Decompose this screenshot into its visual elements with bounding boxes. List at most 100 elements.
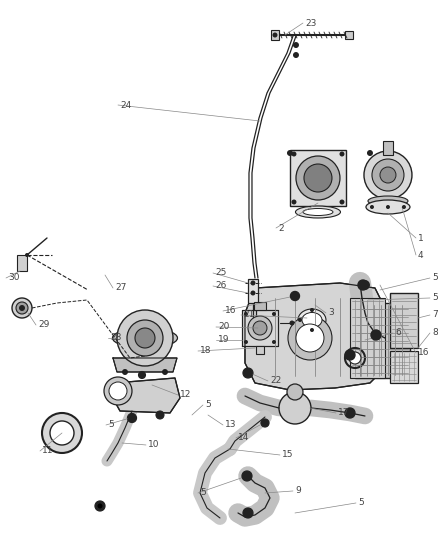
Text: 1: 1: [418, 233, 424, 243]
Text: 19: 19: [218, 335, 230, 344]
Ellipse shape: [368, 196, 408, 206]
Circle shape: [358, 280, 368, 290]
Text: 5: 5: [432, 294, 438, 303]
Circle shape: [293, 42, 299, 48]
Circle shape: [272, 312, 276, 316]
Circle shape: [50, 421, 74, 445]
Circle shape: [156, 411, 164, 419]
Circle shape: [287, 384, 303, 400]
Circle shape: [386, 205, 390, 209]
Circle shape: [290, 320, 294, 326]
Bar: [390, 351, 418, 383]
Polygon shape: [113, 358, 177, 372]
Bar: [17, 255, 27, 271]
Circle shape: [304, 164, 332, 192]
Text: 29: 29: [38, 320, 49, 329]
Text: 5: 5: [358, 498, 364, 507]
Circle shape: [251, 290, 255, 295]
Circle shape: [293, 52, 299, 58]
Text: 5: 5: [205, 400, 211, 409]
Circle shape: [244, 312, 248, 316]
Circle shape: [291, 151, 297, 157]
Circle shape: [42, 413, 82, 453]
Text: 9: 9: [295, 487, 301, 496]
Text: 27: 27: [115, 284, 127, 293]
Text: 20: 20: [218, 322, 230, 332]
Circle shape: [402, 205, 406, 209]
Ellipse shape: [366, 200, 410, 214]
Circle shape: [95, 501, 105, 511]
Circle shape: [296, 324, 324, 352]
Circle shape: [261, 419, 269, 427]
Text: 15: 15: [282, 450, 293, 459]
Ellipse shape: [303, 208, 333, 215]
Circle shape: [364, 151, 412, 199]
Text: 16: 16: [225, 306, 237, 316]
Circle shape: [380, 167, 396, 183]
Text: 5: 5: [200, 488, 206, 497]
Circle shape: [253, 321, 267, 335]
Circle shape: [310, 308, 314, 312]
Circle shape: [287, 150, 293, 156]
Polygon shape: [110, 378, 180, 413]
Text: 25: 25: [215, 269, 226, 278]
Circle shape: [339, 199, 344, 205]
Circle shape: [243, 508, 253, 518]
Circle shape: [272, 33, 278, 37]
Bar: [290, 150, 346, 206]
Text: 5: 5: [432, 273, 438, 282]
Circle shape: [296, 156, 340, 200]
Circle shape: [104, 377, 132, 405]
Bar: [256, 346, 264, 354]
Text: 23: 23: [305, 19, 316, 28]
Circle shape: [371, 330, 381, 340]
Circle shape: [162, 369, 168, 375]
Text: 22: 22: [270, 376, 281, 385]
Text: 5: 5: [108, 421, 114, 430]
Circle shape: [243, 368, 253, 378]
Ellipse shape: [302, 312, 322, 327]
Text: 18: 18: [200, 346, 212, 356]
Circle shape: [122, 369, 128, 375]
Text: 11: 11: [42, 447, 53, 456]
Polygon shape: [242, 310, 278, 346]
Bar: [271, 30, 279, 40]
Ellipse shape: [296, 206, 340, 218]
Text: 12: 12: [180, 391, 191, 400]
Text: 24: 24: [120, 101, 131, 109]
Circle shape: [127, 320, 163, 356]
Circle shape: [19, 305, 25, 311]
Circle shape: [367, 150, 373, 156]
Text: 26: 26: [215, 281, 226, 290]
Circle shape: [291, 199, 297, 205]
Text: 16: 16: [418, 349, 430, 358]
Text: 3: 3: [328, 309, 334, 318]
Circle shape: [98, 504, 102, 508]
Circle shape: [370, 205, 374, 209]
Text: 28: 28: [110, 334, 121, 343]
Polygon shape: [245, 283, 385, 390]
Text: 30: 30: [8, 273, 20, 282]
Bar: [355, 303, 410, 378]
Text: 10: 10: [148, 440, 159, 449]
Circle shape: [248, 316, 272, 340]
Text: 13: 13: [225, 421, 237, 430]
Text: 7: 7: [432, 311, 438, 319]
Circle shape: [372, 159, 404, 191]
Circle shape: [127, 414, 137, 423]
Bar: [248, 279, 258, 303]
Circle shape: [25, 253, 29, 257]
Ellipse shape: [113, 328, 177, 348]
Circle shape: [339, 151, 344, 157]
Circle shape: [12, 298, 32, 318]
Text: 2: 2: [278, 223, 283, 232]
Ellipse shape: [298, 309, 326, 331]
Circle shape: [345, 350, 355, 360]
Circle shape: [290, 292, 300, 301]
Circle shape: [251, 280, 255, 286]
Bar: [350, 298, 385, 378]
Circle shape: [109, 382, 127, 400]
Bar: [254, 302, 266, 310]
Text: 14: 14: [238, 433, 249, 442]
Circle shape: [244, 340, 248, 344]
